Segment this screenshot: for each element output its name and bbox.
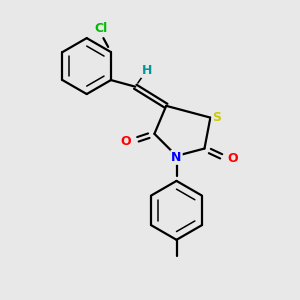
Text: H: H: [142, 64, 152, 77]
Text: Cl: Cl: [94, 22, 107, 35]
Text: O: O: [228, 152, 238, 165]
Text: O: O: [121, 135, 131, 148]
Text: N: N: [171, 151, 182, 164]
Text: S: S: [212, 111, 221, 124]
